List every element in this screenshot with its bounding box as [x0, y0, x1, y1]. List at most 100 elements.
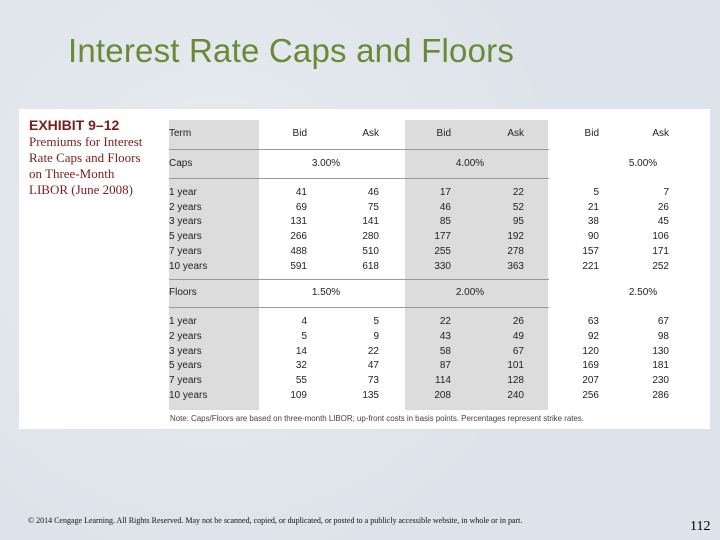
caps-term: 5 years: [169, 231, 202, 243]
floors-value: 73: [367, 375, 379, 386]
floors-value: 43: [439, 330, 451, 342]
table-divider: [169, 307, 549, 309]
floors-strike-rate: 1.50%: [311, 287, 341, 299]
floors-value: 181: [652, 360, 669, 372]
floors-term: 7 years: [169, 375, 202, 386]
premiums-table: Term Bid Ask Bid Ask Bid Ask Caps 3.00% 4.00% 5.00…: [169, 120, 669, 410]
exhibit-description: Premiums for Interest Rate Caps and Floo…: [29, 134, 143, 197]
floors-value: 58: [439, 345, 451, 357]
col-header-bid: Bid: [292, 128, 307, 139]
caps-value: 69: [295, 201, 307, 213]
caps-value: 21: [587, 201, 599, 213]
caps-value: 157: [582, 245, 599, 257]
caps-value: 363: [507, 260, 524, 272]
floors-value: 4: [301, 316, 307, 328]
floors-value: 109: [290, 389, 307, 401]
strike-column-shade: [405, 120, 548, 410]
caps-value: 488: [290, 245, 307, 257]
caps-value: 510: [362, 245, 379, 257]
floors-value: 9: [373, 330, 379, 342]
floors-value: 120: [582, 345, 599, 357]
floors-value: 55: [295, 375, 307, 386]
caps-strike-rate: 4.00%: [455, 158, 485, 169]
floors-term: 2 years: [169, 330, 202, 342]
caps-value: 177: [434, 231, 451, 243]
floors-value: 22: [439, 316, 451, 328]
caps-term: 1 year: [169, 187, 197, 198]
floors-value: 208: [434, 389, 451, 401]
floors-value: 114: [435, 375, 451, 386]
caps-label: Caps: [169, 158, 193, 169]
floors-value: 92: [587, 330, 599, 342]
term-header: Term: [169, 128, 192, 139]
caps-value: 221: [582, 260, 599, 272]
page-number: 112: [690, 519, 711, 534]
table-divider: [169, 178, 549, 179]
table-divider: [169, 149, 549, 150]
floors-label: Floors: [169, 287, 197, 299]
caps-value: 618: [362, 260, 379, 272]
floors-value: 14: [295, 345, 307, 357]
caps-value: 17: [439, 187, 451, 198]
floors-value: 135: [362, 389, 379, 401]
caps-value: 330: [434, 260, 451, 272]
floors-value: 5: [373, 316, 379, 328]
floors-strike-rate: 2.00%: [455, 287, 485, 299]
floors-value: 67: [657, 316, 669, 328]
caps-value: 95: [512, 216, 524, 228]
floors-value: 230: [652, 375, 669, 386]
caps-value: 278: [507, 245, 524, 257]
caps-value: 38: [587, 216, 599, 228]
floors-value: 63: [587, 316, 599, 328]
caps-value: 192: [507, 231, 524, 243]
floors-value: 240: [507, 389, 524, 401]
caps-value: 141: [362, 216, 379, 228]
floors-term: 3 years: [169, 345, 202, 357]
caps-term: 10 years: [169, 260, 208, 272]
floors-value: 26: [512, 316, 524, 328]
table-note: Note: Caps/Floors are based on three-mon…: [170, 414, 584, 423]
caps-strike-rate: 3.00%: [311, 158, 341, 169]
floors-value: 98: [657, 330, 669, 342]
caps-value: 5: [593, 187, 599, 198]
caps-value: 90: [587, 231, 599, 243]
slide-title: Interest Rate Caps and Floors: [68, 32, 515, 69]
caps-value: 255: [434, 245, 451, 257]
floors-strike-rate: 2.50%: [628, 287, 658, 299]
caps-value: 171: [652, 245, 669, 257]
caps-term: 2 years: [169, 201, 202, 213]
table-divider: [169, 279, 549, 281]
exhibit-caption: EXHIBIT 9–12 Premiums for Interest Rate …: [29, 117, 179, 198]
caps-value: 252: [652, 260, 669, 272]
col-header-ask: Ask: [362, 128, 379, 139]
floors-value: 22: [367, 345, 379, 357]
floors-value: 130: [652, 345, 669, 357]
floors-term: 10 years: [169, 389, 208, 401]
floors-value: 67: [512, 345, 524, 357]
col-header-bid: Bid: [584, 128, 599, 139]
exhibit-number: EXHIBIT 9–12: [29, 117, 120, 133]
caps-strike-rate: 5.00%: [628, 158, 658, 169]
caps-value: 85: [439, 216, 451, 228]
caps-value: 75: [367, 201, 379, 213]
floors-value: 128: [507, 375, 524, 386]
exhibit-panel: EXHIBIT 9–12 Premiums for Interest Rate …: [19, 109, 710, 429]
caps-value: 46: [439, 201, 451, 213]
caps-value: 280: [362, 231, 379, 243]
caps-value: 266: [290, 231, 307, 243]
floors-value: 207: [582, 375, 599, 386]
floors-term: 5 years: [169, 360, 202, 372]
caps-value: 22: [512, 187, 524, 198]
floors-value: 5: [301, 330, 307, 342]
floors-value: 87: [439, 360, 451, 372]
caps-value: 41: [295, 187, 307, 198]
floors-value: 169: [582, 360, 599, 372]
floors-value: 32: [295, 360, 307, 372]
floors-value: 47: [367, 360, 379, 372]
caps-value: 591: [290, 260, 307, 272]
caps-value: 131: [290, 216, 307, 228]
caps-value: 46: [367, 187, 379, 198]
caps-term: 3 years: [169, 216, 202, 228]
caps-value: 52: [512, 201, 524, 213]
caps-value: 7: [663, 187, 669, 198]
